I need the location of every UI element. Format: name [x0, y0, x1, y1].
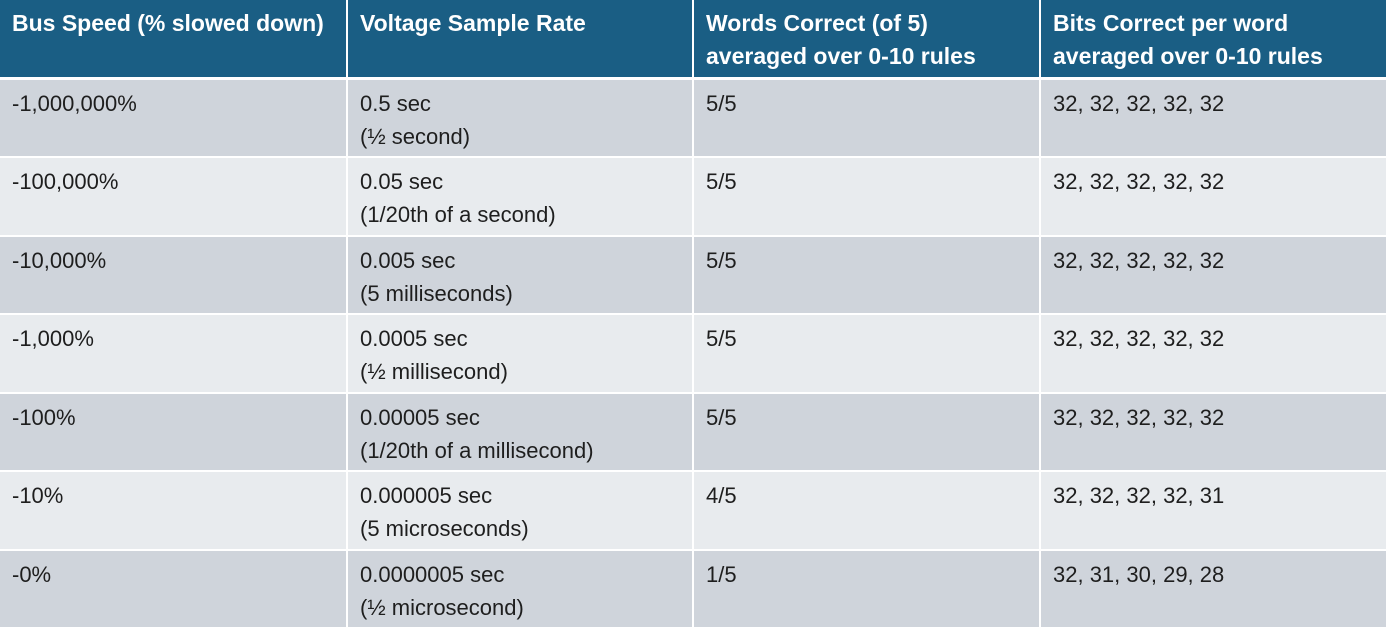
- sample-rate-note: (1/20th of a second): [360, 202, 556, 228]
- sample-rate-value: 0.5 sec: [360, 91, 431, 116]
- bits-correct-cell: 32, 32, 32, 32, 32: [1040, 314, 1386, 394]
- sample-rate-cell: 0.000005 sec (5 microseconds): [347, 471, 694, 551]
- bits-correct-cell: 32, 31, 30, 29, 28: [1040, 549, 1386, 629]
- sample-rate-value: 0.05 sec: [360, 169, 444, 195]
- sample-rate-note: (½ millisecond): [360, 359, 508, 385]
- sample-rate-cell: 0.0005 sec (½ millisecond): [347, 314, 694, 394]
- sample-rate-cell: 0.00005 sec (1/20th of a millisecond): [347, 392, 694, 473]
- sample-rate-value: 0.005 sec: [360, 247, 456, 273]
- bus-speed-cell: -10%: [0, 471, 348, 551]
- sample-rate-cell: 0.05 sec (1/20th of a second): [347, 157, 694, 237]
- sample-rate-note: (½ microsecond): [360, 594, 524, 620]
- table-header: Bus Speed (% slowed down) Voltage Sample…: [0, 0, 1386, 80]
- bus-speed-cell: -10,000%: [0, 235, 348, 316]
- table-row: -1,000% 0.0005 sec (½ millisecond) 5/5 3…: [0, 314, 1386, 394]
- sample-rate-note: (1/20th of a millisecond): [360, 437, 594, 463]
- words-correct-cell: 5/5: [693, 78, 1041, 159]
- header-bus-speed: Bus Speed (% slowed down): [0, 0, 348, 80]
- bits-correct-cell: 32, 32, 32, 32, 31: [1040, 471, 1386, 551]
- sample-rate-cell: 0.5 sec (½ second): [347, 78, 694, 159]
- table-row: -100% 0.00005 sec (1/20th of a milliseco…: [0, 392, 1386, 473]
- bus-speed-cell: -1,000,000%: [0, 78, 348, 159]
- header-voltage-sample-rate: Voltage Sample Rate: [347, 0, 694, 80]
- bits-correct-cell: 32, 32, 32, 32, 32: [1040, 78, 1386, 159]
- bus-speed-cell: -1,000%: [0, 314, 348, 394]
- bits-correct-cell: 32, 32, 32, 32, 32: [1040, 157, 1386, 237]
- words-correct-cell: 5/5: [693, 235, 1041, 316]
- sample-rate-note: (5 microseconds): [360, 516, 529, 542]
- sample-rate-note: (5 milliseconds): [360, 280, 513, 306]
- words-correct-cell: 5/5: [693, 392, 1041, 473]
- bus-speed-cell: -0%: [0, 549, 348, 629]
- words-correct-cell: 5/5: [693, 157, 1041, 237]
- sample-rate-cell: 0.005 sec (5 milliseconds): [347, 235, 694, 316]
- sample-rate-note: (½ second): [360, 124, 471, 149]
- words-correct-cell: 1/5: [693, 549, 1041, 629]
- header-words-correct: Words Correct (of 5) averaged over 0-10 …: [693, 0, 1041, 80]
- sample-rate-cell: 0.0000005 sec (½ microsecond): [347, 549, 694, 629]
- table-row: -100,000% 0.05 sec (1/20th of a second) …: [0, 157, 1386, 237]
- sample-rate-value: 0.00005 sec: [360, 404, 480, 430]
- words-correct-cell: 5/5: [693, 314, 1041, 394]
- sample-rate-value: 0.000005 sec: [360, 483, 493, 509]
- bus-speed-cell: -100,000%: [0, 157, 348, 237]
- sample-rate-value: 0.0005 sec: [360, 326, 468, 352]
- table-row: -1,000,000% 0.5 sec (½ second) 5/5 32, 3…: [0, 78, 1386, 159]
- table-row: -10% 0.000005 sec (5 microseconds) 4/5 3…: [0, 471, 1386, 551]
- words-correct-cell: 4/5: [693, 471, 1041, 551]
- table-body: -1,000,000% 0.5 sec (½ second) 5/5 32, 3…: [0, 78, 1386, 629]
- sample-rate-value: 0.0000005 sec: [360, 561, 505, 587]
- bus-speed-cell: -100%: [0, 392, 348, 473]
- table-row: -10,000% 0.005 sec (5 milliseconds) 5/5 …: [0, 235, 1386, 316]
- header-row: Bus Speed (% slowed down) Voltage Sample…: [0, 0, 1386, 80]
- bits-correct-cell: 32, 32, 32, 32, 32: [1040, 235, 1386, 316]
- header-bits-correct: Bits Correct per word averaged over 0-10…: [1040, 0, 1386, 80]
- bits-correct-cell: 32, 32, 32, 32, 32: [1040, 392, 1386, 473]
- table-row: -0% 0.0000005 sec (½ microsecond) 1/5 32…: [0, 549, 1386, 629]
